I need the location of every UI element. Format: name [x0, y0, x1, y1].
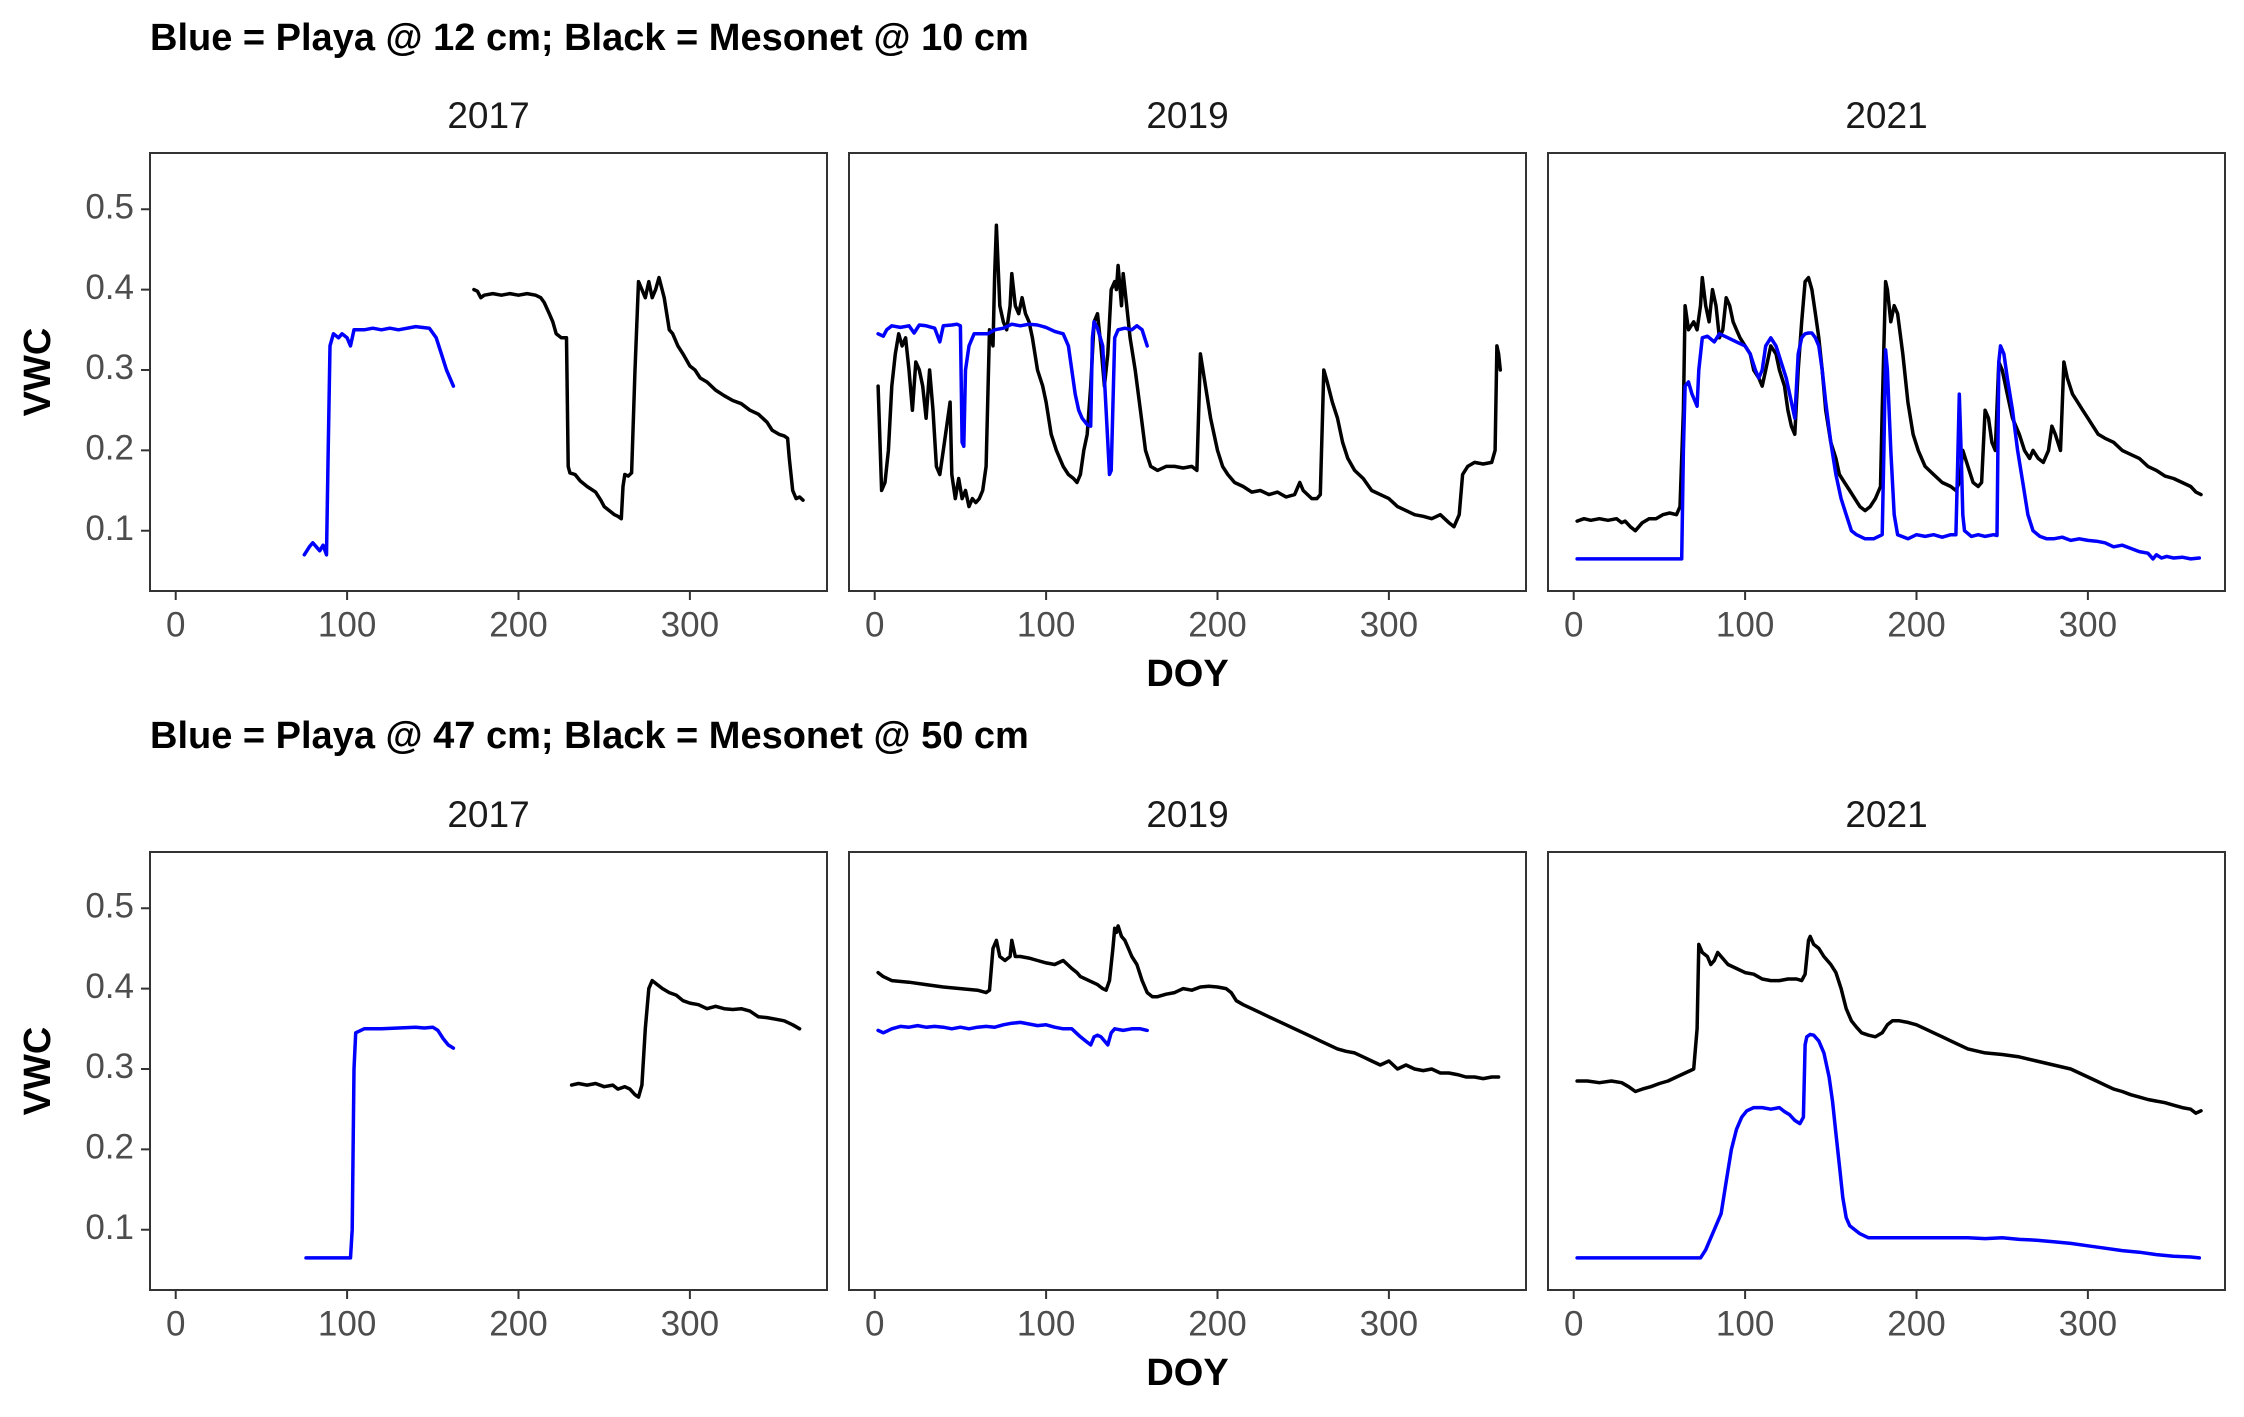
y-tick-label: 0.5 [85, 188, 134, 227]
y-tick-label: 0.4 [85, 967, 134, 1006]
chart-title: Blue = Playa @ 12 cm; Black = Mesonet @ … [150, 17, 1029, 59]
series-line-mesonet [1575, 275, 2203, 533]
x-tick-label: 300 [661, 605, 719, 644]
x-tick-label: 300 [1360, 1304, 1418, 1343]
facet-2019: 2019 0 100 200 300 [848, 95, 1527, 644]
series-line-playa [1575, 331, 2202, 561]
facet-strip-label: 2021 [1845, 95, 1927, 136]
facet-strip-label: 2017 [447, 794, 529, 835]
chart-title: Blue = Playa @ 47 cm; Black = Mesonet @ … [150, 715, 1029, 757]
facet-strip-label: 2019 [1146, 95, 1228, 136]
x-tick-label: 300 [2059, 1304, 2117, 1343]
x-tick-label: 0 [1564, 605, 1583, 644]
x-tick-label: 100 [1716, 605, 1774, 644]
y-axis-title: VWC [17, 1027, 59, 1116]
x-axis-title: DOY [1146, 1352, 1228, 1394]
facet-2021: 2021 0 100 200 300 [1547, 95, 2226, 644]
y-tick-label: 0.2 [85, 429, 134, 468]
series-line-playa [876, 320, 1149, 477]
x-tick-label: 0 [166, 605, 185, 644]
x-tick-label: 0 [1564, 1304, 1583, 1343]
x-tick-label: 200 [489, 1304, 547, 1343]
y-axis-title: VWC [17, 328, 59, 417]
panel-border [1547, 152, 2226, 592]
y-tick-label: 0.4 [85, 268, 134, 307]
x-tick-label: 0 [865, 1304, 884, 1343]
y-tick-label: 0.2 [85, 1128, 134, 1167]
series-line-playa [302, 324, 456, 557]
series-line-playa [304, 1025, 456, 1260]
facet-2017: 2017 0 100 200 300 0.1 0.2 0.3 0.4 0.5 [85, 95, 828, 644]
y-tick-label: 0.1 [85, 1208, 134, 1247]
y-tick-label: 0.1 [85, 509, 134, 548]
series-line-mesonet [876, 924, 1501, 1081]
x-tick-label: 200 [1887, 605, 1945, 644]
x-tick-label: 200 [1188, 605, 1246, 644]
chart-group-1: Blue = Playa @ 12 cm; Black = Mesonet @ … [17, 17, 2226, 695]
y-tick-label: 0.5 [85, 887, 134, 926]
series-line-mesonet [1575, 934, 2203, 1115]
facet-strip-label: 2021 [1845, 794, 1927, 835]
series-line-playa [1575, 1032, 2202, 1260]
x-axis-title: DOY [1146, 653, 1228, 695]
x-tick-label: 100 [1716, 1304, 1774, 1343]
y-tick-label: 0.3 [85, 1047, 134, 1086]
facet-strip-label: 2019 [1146, 794, 1228, 835]
x-tick-label: 300 [1360, 605, 1418, 644]
x-tick-label: 300 [661, 1304, 719, 1343]
panel-border [848, 851, 1527, 1291]
x-tick-label: 300 [2059, 605, 2117, 644]
y-tick-label: 0.3 [85, 348, 134, 387]
series-line-mesonet [472, 275, 805, 521]
panel-border [1547, 851, 2226, 1291]
x-tick-label: 200 [1887, 1304, 1945, 1343]
facet-2017: 2017 0 100 200 300 0.1 0.2 0.3 0.4 0.5 [85, 794, 828, 1343]
x-tick-label: 0 [166, 1304, 185, 1343]
panel-border [149, 152, 828, 592]
x-tick-label: 100 [318, 605, 376, 644]
facet-2021: 2021 0 100 200 300 [1547, 794, 2226, 1343]
panel-border [149, 851, 828, 1291]
facet-strip-label: 2017 [447, 95, 529, 136]
series-line-playa [876, 1020, 1149, 1047]
series-line-mesonet [876, 223, 1503, 529]
x-tick-label: 100 [1017, 605, 1075, 644]
x-tick-label: 200 [1188, 1304, 1246, 1343]
chart-group-2: Blue = Playa @ 47 cm; Black = Mesonet @ … [17, 715, 2226, 1394]
x-tick-label: 0 [865, 605, 884, 644]
series-line-mesonet [569, 978, 802, 1099]
x-tick-label: 100 [1017, 1304, 1075, 1343]
panel-border [848, 152, 1527, 592]
facet-2019: 2019 0 100 200 300 [848, 794, 1527, 1343]
x-tick-label: 100 [318, 1304, 376, 1343]
x-tick-label: 200 [489, 605, 547, 644]
